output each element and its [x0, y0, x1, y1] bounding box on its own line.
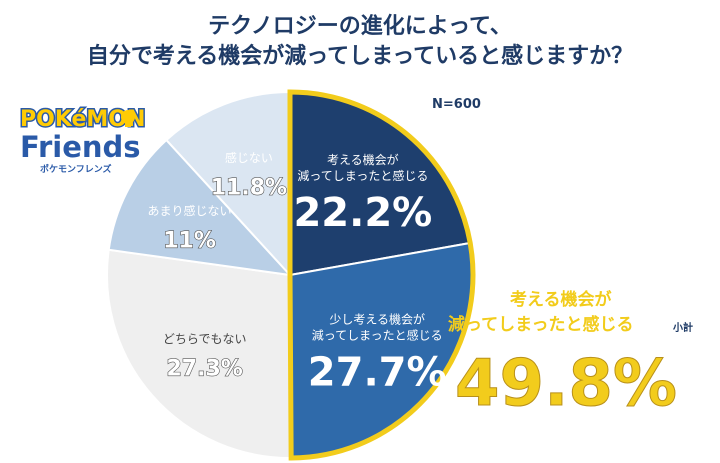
slice-value-3: 11%: [163, 229, 216, 254]
lightbulb-icon: [121, 110, 135, 124]
highlight-outline: [287, 89, 476, 461]
subtotal-label-line1: 考える機会が: [509, 289, 612, 310]
lightbulb-base: [125, 123, 131, 127]
slice-label-0-line-1: 減ってしまったと感じる: [297, 168, 428, 183]
slice-labels: 考える機会が減ってしまったと感じる22.2%少し考える機会が減ってしまったと感じ…: [148, 150, 447, 395]
logo-subtitle: ポケモンフレンズ: [40, 163, 112, 175]
subtotal-value: 49.8%: [455, 347, 677, 421]
logo-name: Friends: [20, 130, 141, 164]
chart-title-line1: テクノロジーの進化によって、: [208, 14, 512, 39]
slice-label-1-line-1: 減ってしまったと感じる: [312, 328, 443, 343]
pie-slice-2: [106, 248, 293, 459]
sample-size: N=600: [432, 97, 481, 112]
pokemon-friends-logo: POKéMON Friends ポケモンフレンズ: [19, 106, 147, 176]
slice-label-4-line-0: 感じない: [225, 150, 273, 165]
slice-value-0: 22.2%: [293, 190, 432, 236]
pie-slice-4: [165, 90, 291, 278]
pie-slices: [106, 90, 474, 460]
subtotal-label-line2: 減ってしまったと感じる: [448, 314, 633, 335]
slice-label-3-line-0: あまり感じない: [148, 203, 232, 218]
slice-value-1: 27.7%: [308, 350, 447, 396]
pie-slice-3: [107, 138, 293, 277]
slice-label-0-line-0: 考える機会が: [327, 152, 399, 167]
slice-label-2-line-0: どちらでもない: [163, 332, 247, 346]
subtotal-callout: 考える機会が 減ってしまったと感じる 小計 49.8%: [448, 289, 693, 422]
slice-label-1-line-0: 少し考える機会が: [329, 312, 425, 327]
slice-value-4: 11.8%: [211, 176, 287, 201]
chart-title-line2: 自分で考える機会が減ってしまっていると感じますか？: [86, 44, 634, 69]
slice-value-2: 27.3%: [166, 356, 242, 381]
subtotal-suffix: 小計: [672, 321, 693, 334]
